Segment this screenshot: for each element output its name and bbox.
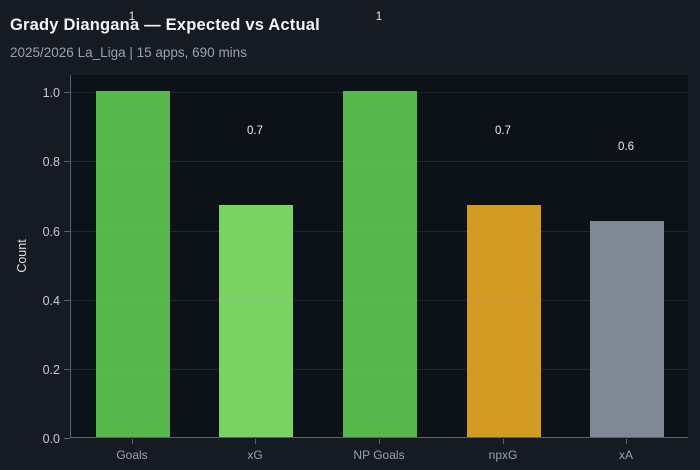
bar-npxg bbox=[467, 205, 541, 437]
x-tick-label-xg: xG bbox=[247, 448, 263, 462]
x-tick-mark bbox=[503, 439, 504, 444]
bar-goals bbox=[96, 91, 170, 437]
x-tick-label-xa: xA bbox=[618, 448, 634, 462]
y-axis-label: Count bbox=[15, 239, 29, 273]
value-label-np-goals: 1 bbox=[375, 11, 383, 23]
y-tick-label-1.0: 1.0 bbox=[42, 86, 60, 100]
y-tick-mark bbox=[64, 231, 70, 232]
x-tick-label-npxg: npxG bbox=[488, 448, 518, 462]
value-label-goals: 1 bbox=[128, 11, 136, 23]
y-tick-mark bbox=[64, 438, 70, 439]
x-tick-label-np-goals: NP Goals bbox=[353, 448, 405, 462]
y-tick-mark bbox=[64, 92, 70, 93]
chart-title: Grady Diangana — Expected vs Actual bbox=[10, 16, 320, 34]
y-tick-label-0.8: 0.8 bbox=[42, 155, 60, 169]
value-label-xg: 0.7 bbox=[247, 125, 263, 137]
bar-xg bbox=[219, 205, 293, 437]
x-tick-mark bbox=[379, 439, 380, 444]
y-tick-mark bbox=[64, 161, 70, 162]
bar-np-goals bbox=[343, 91, 417, 437]
y-tick-mark bbox=[64, 369, 70, 370]
y-tick-label-0.4: 0.4 bbox=[42, 294, 60, 308]
y-tick-label-0.0: 0.0 bbox=[42, 432, 60, 446]
bar-xa bbox=[590, 221, 664, 437]
y-tick-mark bbox=[64, 300, 70, 301]
y-tick-label-0.6: 0.6 bbox=[42, 225, 60, 239]
chart-subtitle: 2025/2026 La_Liga | 15 apps, 690 mins bbox=[10, 45, 247, 60]
x-tick-mark bbox=[255, 439, 256, 444]
y-tick-label-0.2: 0.2 bbox=[42, 363, 60, 377]
value-label-npxg: 0.7 bbox=[495, 125, 511, 137]
x-tick-mark bbox=[132, 439, 133, 444]
plot-area bbox=[70, 75, 688, 438]
x-tick-mark bbox=[626, 439, 627, 444]
value-label-xa: 0.6 bbox=[618, 141, 634, 153]
x-tick-label-goals: Goals bbox=[116, 448, 148, 462]
